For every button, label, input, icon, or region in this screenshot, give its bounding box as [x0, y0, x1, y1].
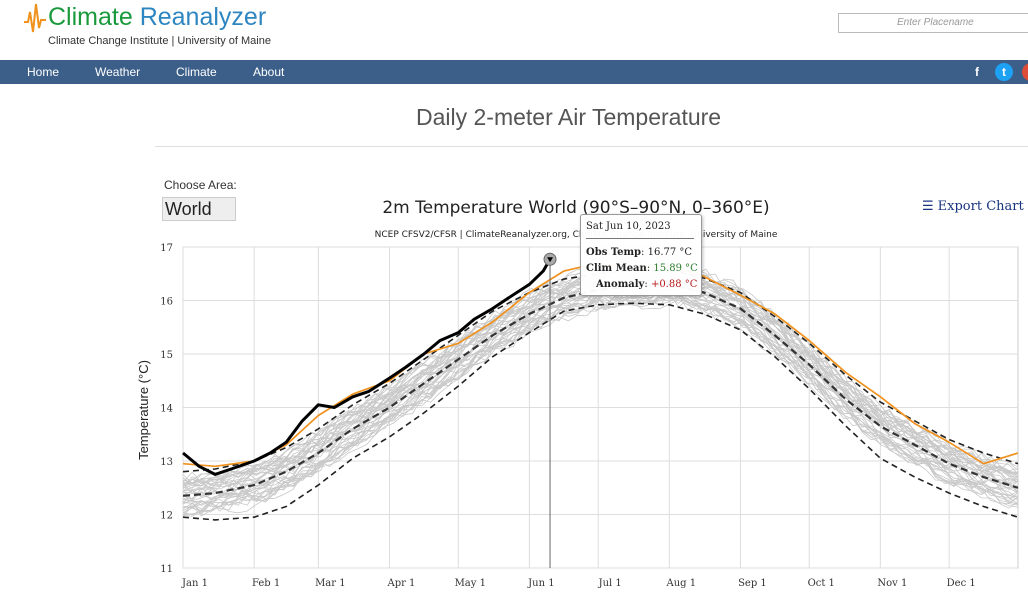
chart-title: 2m Temperature World (90°S–90°N, 0–360°E…: [382, 198, 769, 218]
y-tick-label: 13: [160, 457, 173, 468]
history-year-line: [182, 293, 1019, 516]
tooltip-divider: [586, 238, 694, 239]
y-tick-label: 17: [160, 243, 173, 254]
logo-waveform-icon: [24, 3, 46, 33]
history-year-line: [182, 292, 1019, 516]
history-year-line: [182, 292, 1019, 513]
tooltip-anomaly: Anomaly: +0.88 °C: [596, 279, 698, 290]
x-tick-label: Nov 1: [877, 578, 907, 589]
x-tick-label: Sep 1: [738, 578, 767, 589]
tooltip-date: Sat Jun 10, 2023: [586, 221, 671, 232]
share-icon[interactable]: [1022, 63, 1028, 81]
placename-search-input[interactable]: Enter Placename: [838, 13, 1028, 33]
y-tick-label: 16: [160, 297, 173, 308]
series-line-mean-2-: [182, 268, 1019, 473]
history-year-line: [182, 287, 1019, 512]
chart-subtitle: NCEP CFSV2/CFSR | ClimateReanalyzer.org,…: [375, 230, 778, 240]
logo-title: Climate Reanalyzer: [48, 3, 267, 31]
x-tick-label: Aug 1: [666, 578, 697, 589]
y-axis-label: Temperature (°C): [136, 360, 151, 460]
export-chart-button[interactable]: ☰ Export Chart: [922, 199, 1024, 214]
highlight-marker-icon: [547, 257, 554, 263]
x-tick-label: Jun 1: [527, 578, 554, 589]
history-year-line: [182, 291, 1019, 512]
x-tick-label: Jan 1: [181, 578, 208, 589]
nav-climate[interactable]: Climate: [176, 65, 217, 79]
y-tick-label: 15: [160, 350, 173, 361]
x-tick-label: Mar 1: [315, 578, 346, 589]
chart-tooltip: Sat Jun 10, 2023 Obs Temp: 16.77 °C Clim…: [580, 214, 702, 296]
site-logo[interactable]: Climate Reanalyzer Climate Change Instit…: [0, 0, 320, 58]
y-tick-label: 11: [160, 564, 173, 575]
history-year-line: [182, 268, 1019, 491]
nav-home[interactable]: Home: [27, 65, 60, 79]
x-tick-label: Feb 1: [252, 578, 280, 589]
series-line-2023: [182, 258, 552, 476]
history-year-line: [182, 282, 1019, 501]
menu-icon: ☰: [922, 199, 934, 214]
area-select[interactable]: World: [162, 197, 236, 221]
y-tick-label: 14: [160, 404, 173, 415]
logo-subtitle: Climate Change Institute | University of…: [48, 35, 271, 47]
page-title: Daily 2-meter Air Temperature: [416, 104, 722, 130]
nav-about[interactable]: About: [253, 65, 285, 79]
history-year-line: [182, 291, 1019, 508]
tooltip-obs: Obs Temp: 16.77 °C: [586, 247, 693, 258]
twitter-icon[interactable]: t: [995, 63, 1013, 81]
tooltip-clim: Clim Mean: 15.89 °C: [586, 263, 698, 274]
x-tick-label: May 1: [455, 578, 486, 589]
choose-area-label: Choose Area:: [164, 178, 237, 192]
x-tick-label: Dec 1: [947, 578, 976, 589]
nav-weather[interactable]: Weather: [95, 65, 141, 79]
history-year-line: [182, 292, 1019, 516]
x-tick-label: Jul 1: [598, 578, 622, 589]
series-line-mean-2-: [182, 302, 1019, 521]
main-navbar: Home Weather Climate About f t: [0, 60, 1028, 84]
history-year-line: [182, 286, 1019, 506]
title-divider: [155, 146, 1028, 147]
history-year-line: [182, 294, 1019, 513]
series-line-climatological-mean: [182, 283, 1019, 497]
x-tick-label: Apr 1: [386, 578, 415, 589]
facebook-icon[interactable]: f: [975, 65, 979, 79]
y-tick-label: 12: [160, 511, 173, 522]
x-tick-label: Oct 1: [808, 578, 835, 589]
